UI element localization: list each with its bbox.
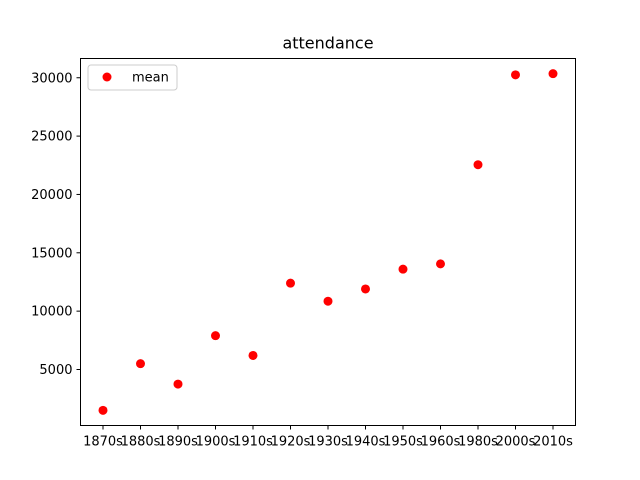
legend-label-mean: mean — [132, 71, 169, 86]
data-point — [511, 70, 520, 80]
x-tick-label: 1930s — [308, 435, 348, 450]
x-tick-label: 1900s — [196, 435, 236, 450]
data-point — [323, 296, 333, 306]
plot-frame — [80, 58, 576, 426]
x-tick-label: 1980s — [458, 435, 498, 450]
x-tick-label: 2010s — [533, 435, 573, 450]
x-tick-label: 1940s — [346, 435, 386, 450]
data-point — [136, 359, 145, 369]
data-point — [173, 379, 183, 389]
data-point — [473, 160, 483, 170]
legend-box — [87, 64, 178, 91]
y-tick-label: 15000 — [31, 246, 72, 261]
x-tick-label: 1920s — [271, 435, 311, 450]
x-axis: 1870s1880s1890s1900s1910s1920s1930s1940s… — [83, 425, 573, 450]
y-axis: 5000 10000 15000 20000 25000 30000 — [31, 71, 81, 378]
x-tick-label: 2000s — [496, 435, 536, 450]
x-tick-label: 1880s — [121, 435, 161, 450]
x-tick-label: 1960s — [421, 435, 461, 450]
data-series-mean — [98, 69, 558, 415]
legend: mean — [87, 64, 178, 91]
data-point — [548, 69, 558, 79]
y-tick-label: 30000 — [31, 71, 72, 86]
data-point — [398, 264, 408, 274]
y-tick-label: 10000 — [31, 305, 72, 320]
data-point — [436, 259, 445, 269]
data-point — [98, 405, 108, 415]
legend-marker-mean — [102, 72, 112, 82]
data-point — [286, 278, 295, 288]
data-point — [248, 350, 258, 360]
data-point — [211, 331, 220, 341]
chart-title: attendance — [282, 34, 373, 53]
x-tick-label: 1950s — [383, 435, 423, 450]
x-tick-label: 1870s — [83, 435, 123, 450]
y-tick-label: 20000 — [31, 188, 72, 203]
y-tick-label: 25000 — [31, 130, 72, 145]
y-tick-label: 5000 — [39, 363, 72, 378]
data-point — [361, 284, 370, 294]
x-tick-label: 1910s — [233, 435, 273, 450]
x-tick-label: 1890s — [158, 435, 198, 450]
